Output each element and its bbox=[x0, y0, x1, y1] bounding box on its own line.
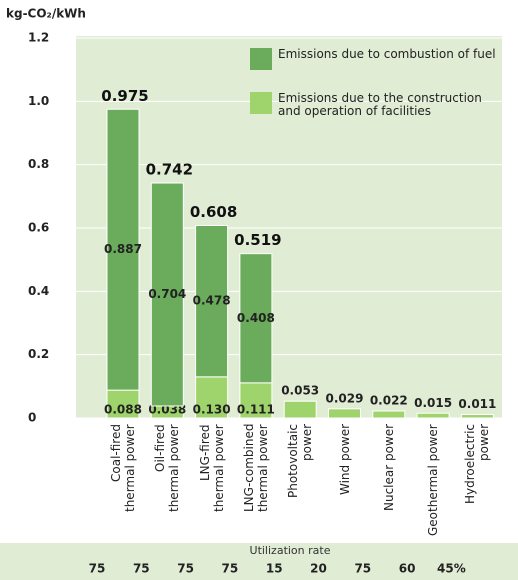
value-label: 0.408 bbox=[237, 311, 275, 325]
x-tick-label: Geothermal power bbox=[426, 424, 441, 536]
total-label: 0.975 bbox=[101, 87, 148, 105]
x-tick-label: Hydroelectric power bbox=[463, 424, 492, 505]
value-label: 0.022 bbox=[370, 394, 408, 408]
utilization-background bbox=[0, 543, 518, 580]
x-tick-label: Nuclear power bbox=[381, 424, 396, 512]
x-tick-label: LNG-combined thermal power bbox=[241, 424, 270, 513]
legend-line: Emissions due to combustion of fuel bbox=[278, 47, 496, 61]
x-tick-label: Oil-fired thermal power bbox=[153, 424, 182, 512]
utilization-value: 75 bbox=[222, 562, 239, 576]
bar-segment bbox=[195, 376, 229, 419]
x-tick-label: Wind power bbox=[337, 424, 352, 496]
utilization-value: 75 bbox=[133, 562, 150, 576]
value-label: 0.887 bbox=[104, 242, 142, 256]
utilization-label: Utilization rate bbox=[250, 544, 331, 557]
y-axis-label: kg-CO₂/kWh bbox=[6, 7, 86, 21]
value-label: 0.111 bbox=[237, 403, 275, 417]
bar-segment bbox=[328, 408, 361, 419]
legend-swatch bbox=[250, 92, 272, 114]
utilization-value: 75 bbox=[89, 562, 106, 576]
bar-segment bbox=[150, 182, 184, 407]
utilization-value: 45% bbox=[437, 562, 466, 576]
total-label: 0.519 bbox=[234, 231, 281, 249]
bar-segment bbox=[460, 414, 494, 419]
utilization-value: 60 bbox=[399, 562, 416, 576]
value-label: 0.011 bbox=[458, 397, 496, 411]
y-tick-label: 0 bbox=[28, 411, 36, 425]
y-tick-label: 0.6 bbox=[28, 221, 49, 235]
x-tick-label: Coal-fired thermal power bbox=[109, 424, 137, 512]
y-tick-label: 0.4 bbox=[28, 284, 49, 298]
value-label: 0.053 bbox=[281, 384, 319, 398]
bar-segment bbox=[239, 253, 273, 384]
value-label: 0.478 bbox=[193, 294, 231, 308]
value-label: 0.029 bbox=[326, 391, 364, 405]
bar-segment bbox=[372, 410, 406, 419]
bar-segment bbox=[416, 412, 450, 419]
value-label: 0.130 bbox=[193, 403, 231, 417]
legend-line: Emissions due to the construction bbox=[278, 91, 482, 105]
utilization-value: 15 bbox=[266, 562, 283, 576]
value-label: 0.704 bbox=[148, 287, 186, 301]
bar-segment bbox=[239, 382, 273, 419]
legend-line: and operation of facilities bbox=[278, 104, 431, 118]
bar-segment bbox=[283, 400, 317, 419]
legend-swatch bbox=[250, 48, 272, 70]
utilization-value: 20 bbox=[310, 562, 327, 576]
value-label: 0.088 bbox=[104, 403, 142, 417]
total-label: 0.742 bbox=[146, 161, 193, 179]
value-label: 0.015 bbox=[414, 396, 452, 410]
total-label: 0.608 bbox=[190, 203, 237, 221]
x-tick-label: LNG-fired thermal power bbox=[197, 424, 226, 512]
legend-label: Emissions due to the construction and ope… bbox=[278, 91, 482, 118]
x-tick-label: Photovoltaic power bbox=[286, 424, 315, 498]
y-tick-label: 0.2 bbox=[28, 347, 49, 361]
y-tick-label: 0.8 bbox=[28, 157, 49, 171]
bar-segment bbox=[106, 108, 140, 391]
utilization-value: 75 bbox=[354, 562, 371, 576]
legend-label: Emissions due to combustion of fuel bbox=[278, 47, 496, 61]
utilization-value: 75 bbox=[177, 562, 194, 576]
y-tick-label: 1.0 bbox=[28, 94, 49, 108]
bar-segment bbox=[195, 224, 229, 378]
y-tick-label: 1.2 bbox=[28, 31, 49, 45]
